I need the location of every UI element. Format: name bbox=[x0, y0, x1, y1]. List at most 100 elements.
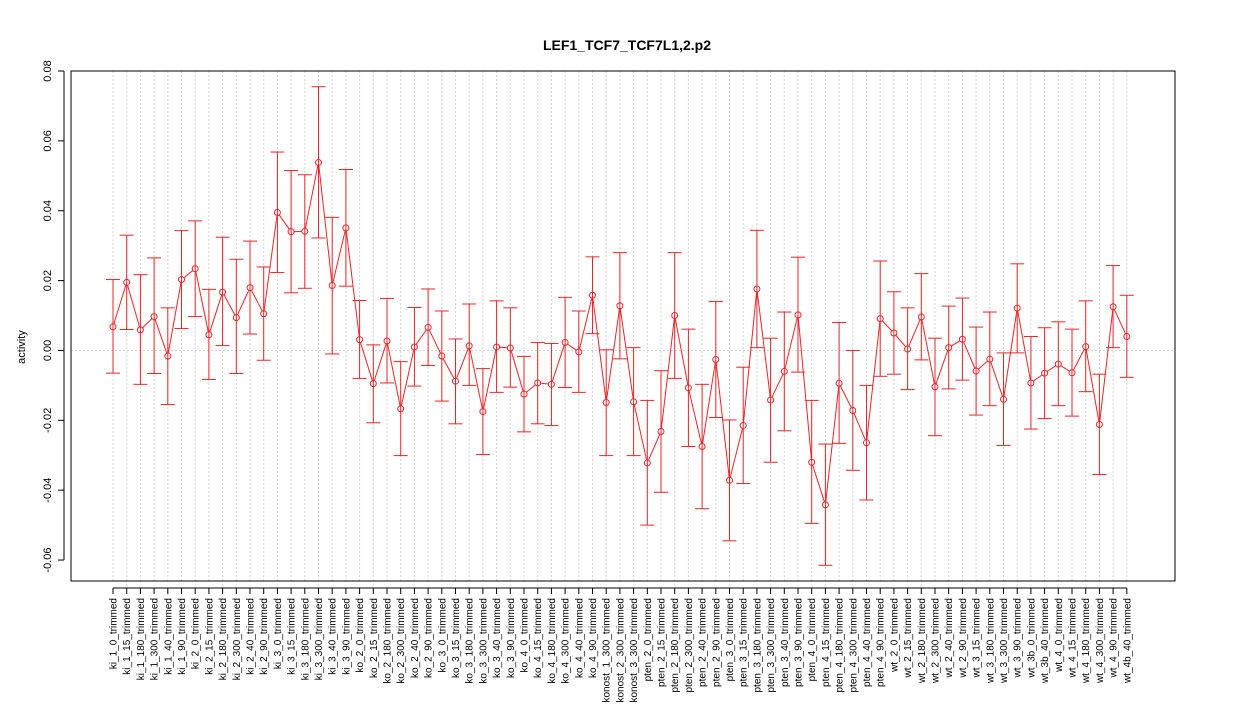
series-segment bbox=[278, 214, 290, 230]
data-point bbox=[863, 439, 870, 447]
y-axis: 0.08 0.06 0.04 0.02 0.00 -0.02 -0.04 -0.06 bbox=[42, 60, 65, 573]
x-tick-label: pten_2_40_trimmed bbox=[698, 598, 709, 687]
x-tick-label: pten_4_300_trimmed bbox=[848, 598, 859, 693]
data-point bbox=[356, 336, 364, 344]
x-tick-label: wt_3b_40_trimmed bbox=[1040, 598, 1051, 684]
x-tick-label: ko_4_15_trimmed bbox=[533, 598, 544, 678]
series-segment bbox=[1099, 309, 1114, 422]
data-point bbox=[698, 443, 706, 451]
x-tick-label: ko_4_180_trimmed bbox=[547, 598, 558, 684]
x-tick-label: wt_2_0_trimmed bbox=[889, 598, 900, 673]
data-point bbox=[712, 356, 720, 364]
data-point bbox=[260, 310, 268, 318]
data-point bbox=[1123, 332, 1131, 340]
series-segment bbox=[853, 413, 866, 440]
series-segment bbox=[304, 165, 319, 229]
data-point bbox=[465, 342, 473, 350]
data-point bbox=[1027, 379, 1035, 387]
x-tick-label: ko_2_90_trimmed bbox=[424, 598, 435, 678]
x-tick-label: wt_2_180_trimmed bbox=[917, 598, 928, 684]
x-tick-label: ki_3_15_trimmed bbox=[287, 598, 298, 675]
x-tick-label: konost_3_300_trimmed bbox=[629, 598, 640, 703]
data-point bbox=[136, 326, 144, 334]
x-tick-label: wt_4b_40_trimmed bbox=[1122, 598, 1133, 684]
data-point bbox=[589, 291, 596, 299]
series-segment bbox=[990, 362, 1003, 397]
y-tick-label: 0.02 bbox=[42, 270, 54, 291]
series-segment bbox=[237, 290, 250, 315]
series-segment bbox=[840, 385, 852, 408]
series-segment bbox=[908, 319, 921, 347]
x-tick-label: wt_4_15_trimmed bbox=[1068, 598, 1079, 678]
data-point bbox=[1000, 395, 1007, 403]
x-tick-label: ki_1_180_trimmed bbox=[136, 598, 147, 680]
x-tick-label: wt_4_300_trimmed bbox=[1095, 598, 1106, 684]
series-segment bbox=[263, 215, 278, 311]
series-segment bbox=[1085, 349, 1100, 422]
x-tick-label: ki_3_180_trimmed bbox=[300, 598, 311, 680]
x-tick-label: ko_3_0_trimmed bbox=[437, 598, 448, 672]
x-tick-label: pten_4_40_trimmed bbox=[862, 598, 873, 687]
x-tick-label: ki_3_40_trimmed bbox=[328, 598, 339, 675]
series-segment bbox=[540, 382, 549, 385]
data-point bbox=[575, 348, 583, 356]
y-tick-label: -0.04 bbox=[42, 478, 54, 503]
x-tick-label: ki_1_15_trimmed bbox=[122, 598, 133, 675]
data-point bbox=[232, 314, 240, 322]
series-segment bbox=[743, 292, 758, 423]
x-tick-label: pten_3_180_trimmed bbox=[752, 598, 763, 693]
x-tick-label: ko_3_180_trimmed bbox=[465, 598, 476, 684]
x-tick-label: pten_2_90_trimmed bbox=[711, 598, 722, 687]
series-segment bbox=[660, 318, 675, 429]
series-segment bbox=[702, 362, 716, 444]
data-point bbox=[849, 407, 857, 415]
series-segment bbox=[510, 350, 524, 392]
series-segment bbox=[592, 298, 607, 400]
x-tick-label: ko_2_40_trimmed bbox=[410, 598, 421, 678]
x-tick-label: ko_4_40_trimmed bbox=[574, 598, 585, 678]
x-tick-label: wt_2_90_trimmed bbox=[958, 598, 969, 678]
series-segment bbox=[688, 390, 702, 444]
x-tick-label: pten_2_300_trimmed bbox=[684, 598, 695, 693]
series-segment bbox=[866, 321, 881, 440]
y-tick-label: 0.00 bbox=[42, 340, 54, 361]
series-segment bbox=[345, 230, 360, 337]
data-point bbox=[780, 367, 788, 375]
data-point bbox=[945, 344, 953, 352]
x-tick-label: ko_3_15_trimmed bbox=[451, 598, 462, 678]
series-segment bbox=[606, 308, 620, 400]
x-tick-label: wt_2_15_trimmed bbox=[903, 598, 914, 678]
data-point bbox=[520, 390, 528, 398]
series-segment bbox=[526, 384, 536, 393]
series-segment bbox=[499, 346, 508, 349]
data-point bbox=[684, 384, 692, 392]
series-segment bbox=[442, 358, 455, 379]
x-tick-label: wt_4_180_trimmed bbox=[1081, 598, 1092, 684]
x-tick-label: wt_4_0_trimmed bbox=[1054, 598, 1065, 673]
x-tick-label: ko_2_0_trimmed bbox=[355, 598, 366, 672]
x-tick-label: wt_2_40_trimmed bbox=[944, 598, 955, 678]
data-point bbox=[301, 227, 309, 235]
x-tick-label: konost_2_300_trimmed bbox=[615, 598, 626, 703]
data-point bbox=[726, 476, 733, 484]
data-point bbox=[1095, 421, 1103, 429]
data-point bbox=[561, 338, 569, 346]
series-segment bbox=[167, 282, 182, 353]
series-segment bbox=[633, 404, 648, 460]
series-segment bbox=[373, 343, 387, 381]
data-point bbox=[808, 458, 816, 466]
data-point bbox=[452, 377, 459, 385]
x-tick-label: pten_3_15_trimmed bbox=[739, 598, 750, 687]
data-point bbox=[835, 379, 843, 387]
series-segment bbox=[209, 295, 223, 332]
data-point bbox=[438, 352, 446, 360]
data-point bbox=[630, 398, 638, 406]
x-tick-label: ki_1_0_trimmed bbox=[109, 598, 120, 669]
x-tick-label: wt_3_300_trimmed bbox=[999, 598, 1010, 684]
data-point bbox=[602, 399, 610, 406]
series-segment bbox=[1003, 311, 1018, 397]
series-segment bbox=[771, 374, 784, 398]
series-segment bbox=[674, 318, 689, 385]
series-segment bbox=[551, 345, 565, 382]
data-point bbox=[739, 422, 747, 430]
